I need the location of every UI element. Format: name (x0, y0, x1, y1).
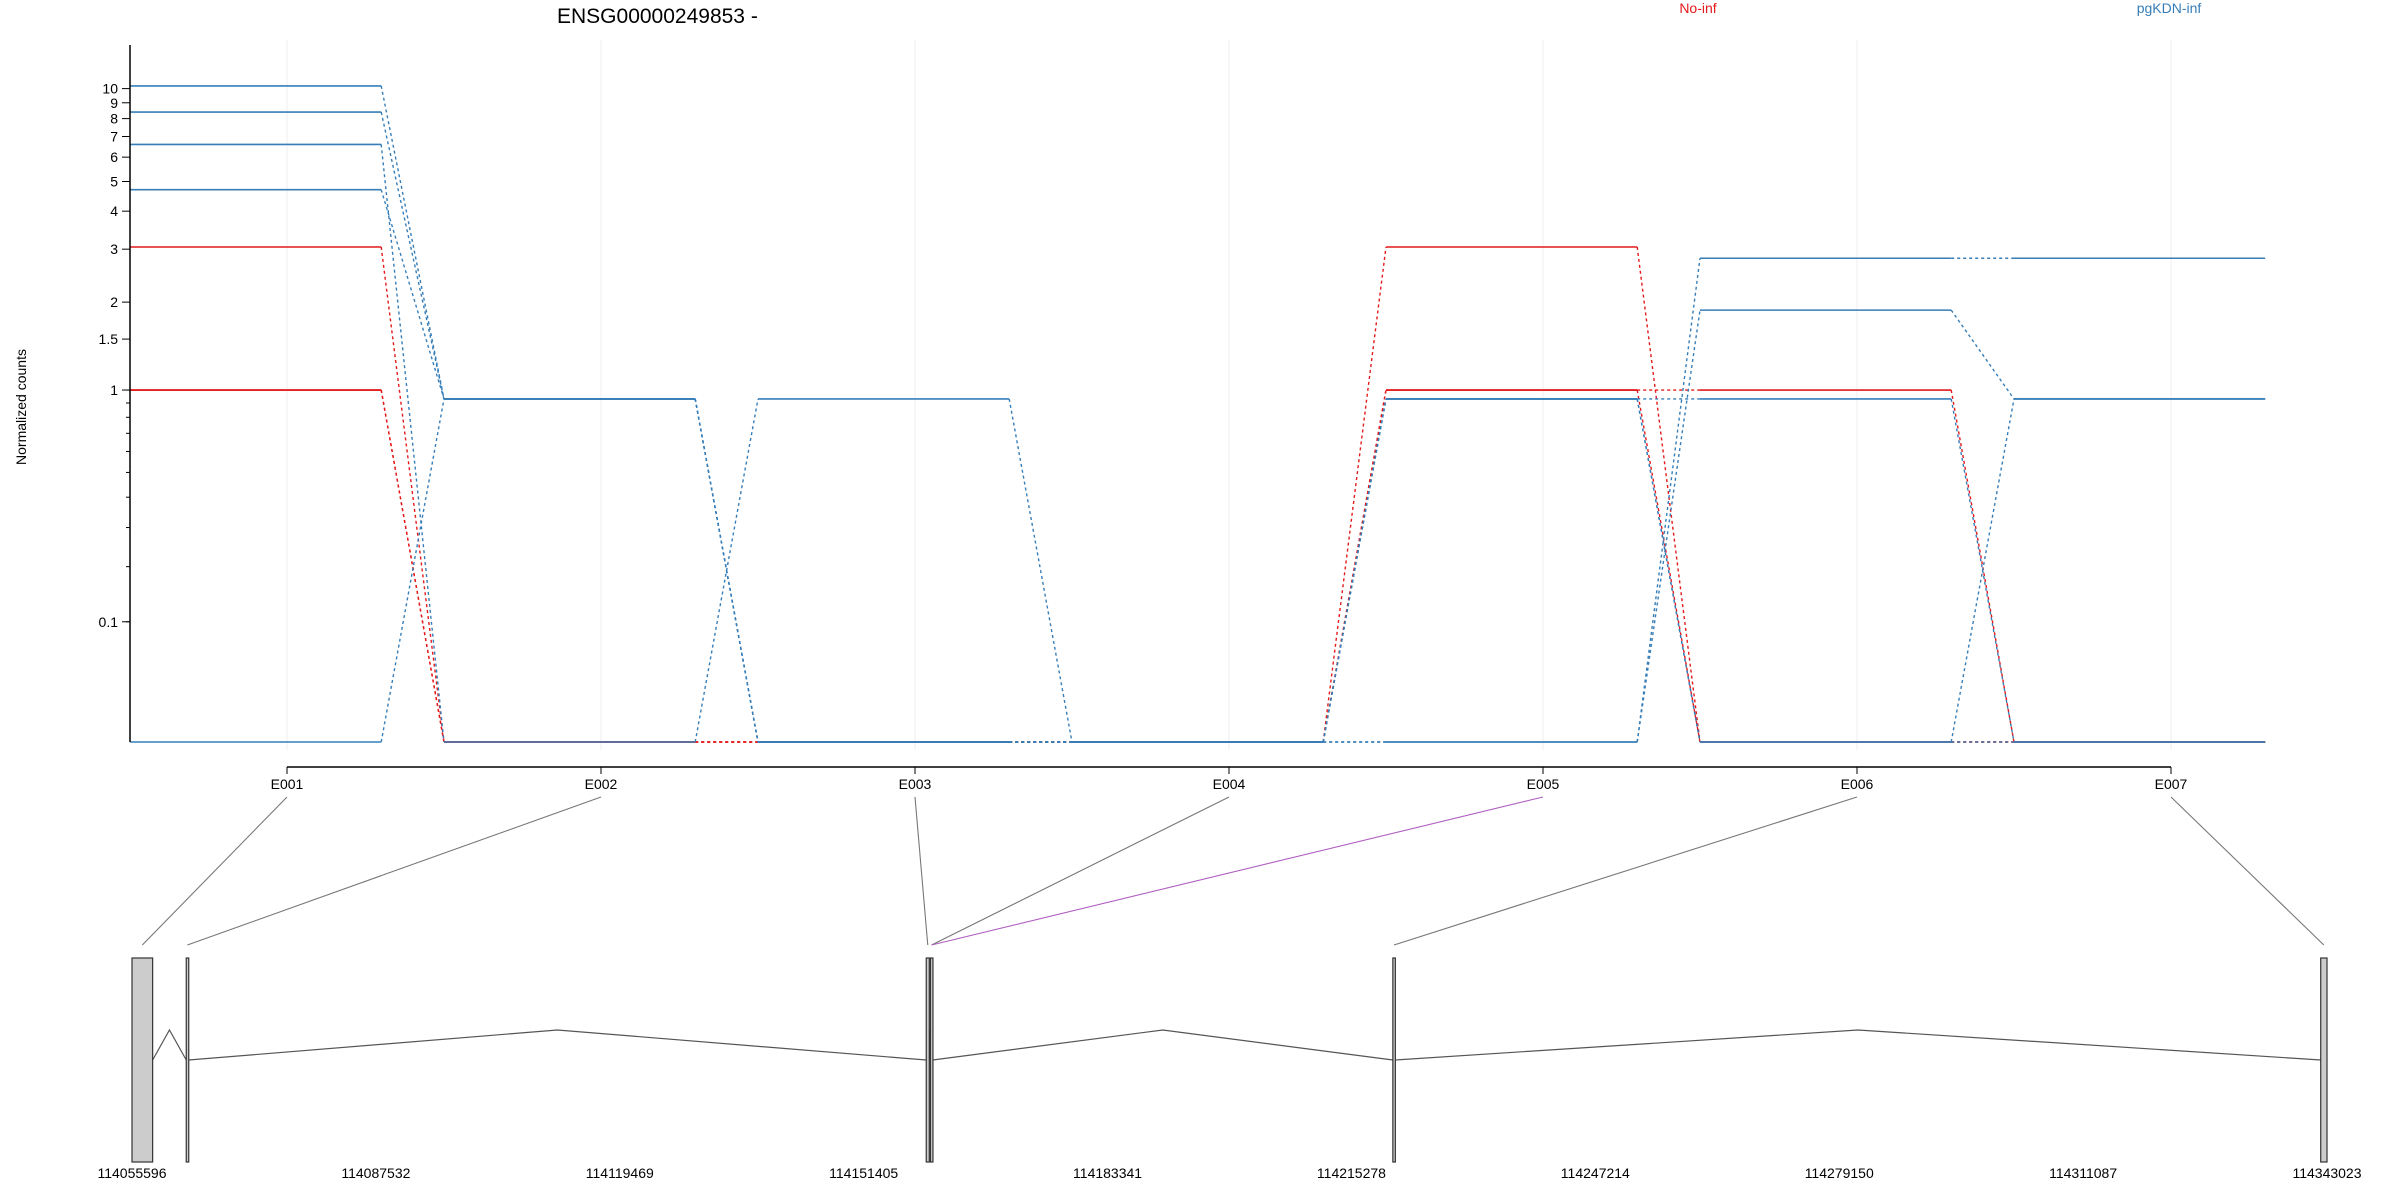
y-tick-label: 1 (110, 382, 118, 398)
y-tick-label: 1.5 (99, 331, 119, 347)
exon-transition-line (1636, 398, 1701, 743)
exon-transition-line (1950, 398, 2015, 743)
legend-pgkdn-inf: pgKDN-inf (2137, 0, 2202, 16)
connector-e001 (141, 796, 288, 946)
genomic-coordinate-label: 114055596 (97, 1165, 166, 1181)
series-no-inf (130, 389, 2266, 743)
genomic-coordinate-label: 114279150 (1805, 1165, 1874, 1181)
x-tick-label-e002: E002 (585, 776, 618, 792)
genomic-coordinate-label: 114151405 (829, 1165, 898, 1181)
exon-box-e001 (131, 957, 154, 1163)
exon-transition-line (694, 398, 759, 743)
x-tick-label-e004: E004 (1213, 776, 1246, 792)
series-pgkdn-inf (130, 111, 2266, 743)
x-tick-label-e006: E006 (1841, 776, 1874, 792)
exon-transition-line (1950, 309, 2015, 400)
intron-line (932, 1029, 1393, 1061)
intron-line (152, 1028, 187, 1061)
genomic-coordinate-label: 114343023 (2292, 1165, 2361, 1181)
x-tick-label-e007: E007 (2155, 776, 2188, 792)
genomic-coordinate-label: 114183341 (1073, 1165, 1142, 1181)
exon-box-e004 (929, 957, 934, 1163)
x-axis: E001 E002 E003 E004 E005 E006 E007 (271, 766, 2188, 792)
exon-transition-line (380, 111, 445, 400)
genomic-coordinate-label: 114215278 (1317, 1165, 1386, 1181)
connector-e004 (931, 796, 1230, 946)
y-tick-label: 7 (110, 129, 118, 145)
exon-transition-line (1322, 389, 1387, 743)
y-axis-label: Normalized counts (13, 349, 29, 465)
series-no-inf (130, 246, 2266, 743)
exon-transition-line (380, 85, 445, 400)
connector-e006 (1393, 796, 1858, 946)
y-tick-label: 8 (110, 111, 118, 127)
exon-transition-line (1322, 246, 1387, 743)
exon-box-e006 (1392, 957, 1396, 1163)
intron-line (1395, 1029, 2321, 1061)
y-tick-label: 10 (102, 81, 118, 97)
exon-box-e007 (2320, 957, 2328, 1163)
exon-box-e002 (185, 957, 190, 1163)
x-tick-label-e005: E005 (1527, 776, 1560, 792)
exon-box-e003 (925, 957, 930, 1163)
gene-model: 114055596 114087532 114119469 114151405 1141… (97, 957, 2362, 1181)
exon-transition-line (1322, 398, 1387, 743)
connector-e007 (2170, 796, 2325, 946)
genomic-coordinate-label: 114311087 (2049, 1165, 2117, 1181)
series-pgkdn-inf (130, 398, 2266, 743)
exon-transition-line (380, 144, 445, 743)
x-tick-label-e003: E003 (899, 776, 932, 792)
series-no-inf (130, 389, 2266, 743)
y-tick-label: 5 (110, 173, 118, 189)
series-pgkdn-inf (130, 188, 2266, 743)
y-tick-label: 6 (110, 149, 118, 165)
exon-transition-line (380, 246, 445, 743)
exon-transition-line (380, 398, 445, 743)
exon-transition-line (380, 189, 445, 400)
connector-e003 (914, 796, 929, 946)
exon-transition-line (1008, 398, 1073, 743)
series-pgkdn-inf (130, 85, 2266, 743)
plot-gridlines (286, 40, 2172, 750)
y-tick-label: 9 (110, 95, 118, 111)
chart-title: ENSG00000249853 - (557, 5, 758, 28)
connector-e002 (187, 796, 602, 946)
x-tick-label-e001: E001 (271, 776, 304, 792)
genomic-coordinate-label: 114087532 (341, 1165, 410, 1181)
genomic-coordinate-label: 114119469 (586, 1165, 654, 1181)
y-tick-label: 3 (110, 241, 118, 257)
intron-line (188, 1029, 927, 1061)
exon-transition-line (1636, 310, 1701, 743)
y-tick-label: 4 (110, 203, 118, 219)
connector-e005 (931, 796, 1544, 946)
series-lines (130, 85, 2266, 743)
genomic-coordinate-label: 114247214 (1561, 1165, 1630, 1181)
exon-connectors (141, 796, 2325, 946)
exon-transition-line (1636, 258, 1701, 743)
exon-transition-line (1322, 389, 1387, 743)
y-tick-label: 2 (110, 294, 118, 310)
exon-transition-line (1636, 246, 1701, 743)
series-pgkdn-inf (130, 143, 2266, 743)
legend-no-inf: No-inf (1679, 0, 1716, 16)
y-tick-label: 0.1 (99, 614, 119, 630)
